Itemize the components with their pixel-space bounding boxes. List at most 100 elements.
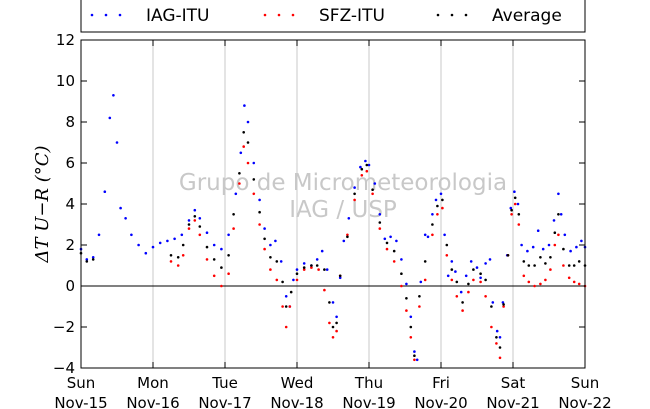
point-0-53 [373, 182, 377, 185]
y-tick-label-2: 0 [65, 277, 75, 295]
point-0-19 [193, 208, 197, 212]
point-0-21 [205, 231, 209, 234]
point-2-72 [549, 255, 552, 259]
point-0-79 [488, 258, 492, 261]
point-2-6 [187, 223, 191, 226]
point-2-27 [310, 264, 313, 267]
point-0-26 [239, 151, 243, 155]
point-1-65 [527, 280, 531, 284]
point-2-46 [418, 295, 421, 298]
point-0-68 [439, 192, 443, 196]
point-2-31 [331, 325, 335, 329]
point-1-69 [549, 268, 552, 271]
point-1-50 [455, 295, 459, 298]
point-0-38 [295, 268, 299, 271]
x-axis: Sun Nov-15 Mon Nov-16 Tue Nov-17 Wed Nov-18 Thu N… [54, 40, 612, 409]
point-2-69 [533, 264, 536, 267]
point-0-42 [320, 249, 324, 253]
point-2-63 [506, 254, 510, 257]
point-1-52 [467, 290, 470, 294]
point-0-58 [400, 258, 403, 261]
legend-item-2: Average [436, 6, 562, 26]
point-0-50 [359, 165, 362, 169]
point-1-34 [365, 169, 369, 173]
point-2-44 [409, 325, 413, 329]
point-0-37 [292, 278, 295, 282]
legend-marker-0-0 [90, 13, 94, 17]
point-0-45 [335, 315, 338, 319]
point-1-8 [220, 284, 223, 288]
point-2-4 [176, 255, 180, 259]
point-2-48 [431, 223, 434, 226]
point-1-13 [246, 161, 250, 165]
point-0-90 [531, 245, 535, 249]
point-1-72 [562, 264, 565, 267]
x-tick-date-7: Nov-22 [558, 394, 611, 409]
point-0-89 [526, 249, 529, 253]
point-0-22 [212, 243, 216, 247]
point-0-8 [119, 206, 122, 210]
point-2-12 [227, 254, 230, 257]
point-2-10 [212, 258, 216, 261]
legend-marker-0-2 [118, 13, 122, 17]
x-tick-day-3: Wed [281, 374, 314, 392]
legend-marker-1-2 [291, 13, 295, 17]
point-1-0 [169, 260, 173, 263]
point-1-7 [212, 274, 216, 278]
point-2-56 [472, 268, 475, 271]
point-0-63 [419, 280, 423, 284]
point-0-77 [479, 276, 482, 280]
point-2-7 [193, 215, 197, 218]
point-0-56 [389, 235, 392, 239]
point-0-31 [263, 227, 266, 230]
point-2-47 [423, 260, 427, 263]
point-0-12 [144, 251, 148, 255]
point-0-20 [198, 217, 202, 220]
point-0-66 [431, 213, 434, 216]
point-1-64 [522, 274, 526, 278]
point-1-24 [310, 266, 313, 269]
point-0-85 [509, 206, 513, 210]
point-0-39 [302, 262, 306, 265]
point-0-13 [151, 245, 155, 249]
point-1-26 [323, 288, 326, 292]
point-1-71 [557, 233, 560, 237]
y-tick-label-3: 2 [65, 236, 75, 254]
point-1-12 [242, 145, 245, 148]
point-0-99 [575, 245, 578, 249]
point-2-32 [335, 321, 338, 325]
legend-label-1: SFZ-ITU [319, 6, 385, 26]
point-1-10 [232, 227, 235, 230]
point-2-58 [484, 278, 487, 282]
point-2-8 [198, 225, 202, 228]
point-2-75 [562, 247, 565, 251]
point-0-48 [347, 217, 351, 220]
point-0-74 [464, 274, 468, 278]
point-2-30 [328, 301, 331, 304]
point-1-23 [302, 268, 306, 271]
point-2-53 [455, 280, 459, 284]
point-2-54 [461, 301, 464, 304]
x-tick-day-1: Mon [137, 374, 169, 392]
x-tick-day-4: Thu [354, 374, 383, 392]
point-0-59 [405, 282, 408, 286]
point-0-25 [234, 192, 238, 196]
legend-marker-2-2 [464, 13, 468, 17]
point-1-39 [400, 284, 403, 288]
point-0-52 [367, 163, 371, 167]
point-1-49 [450, 278, 454, 282]
point-2-38 [371, 188, 374, 191]
point-2-55 [467, 282, 470, 286]
point-0-83 [501, 301, 505, 304]
point-2-29 [323, 268, 326, 271]
x-tick-day-5: Fri [432, 374, 450, 392]
point-1-19 [281, 305, 284, 308]
series-2 [79, 131, 587, 358]
x-tick-date-6: Nov-21 [486, 394, 539, 409]
legend-marker-0-1 [104, 13, 108, 17]
point-0-17 [180, 233, 184, 237]
point-1-1 [176, 264, 180, 267]
point-1-9 [227, 272, 230, 276]
point-1-55 [484, 295, 487, 298]
point-2-5 [181, 243, 185, 247]
